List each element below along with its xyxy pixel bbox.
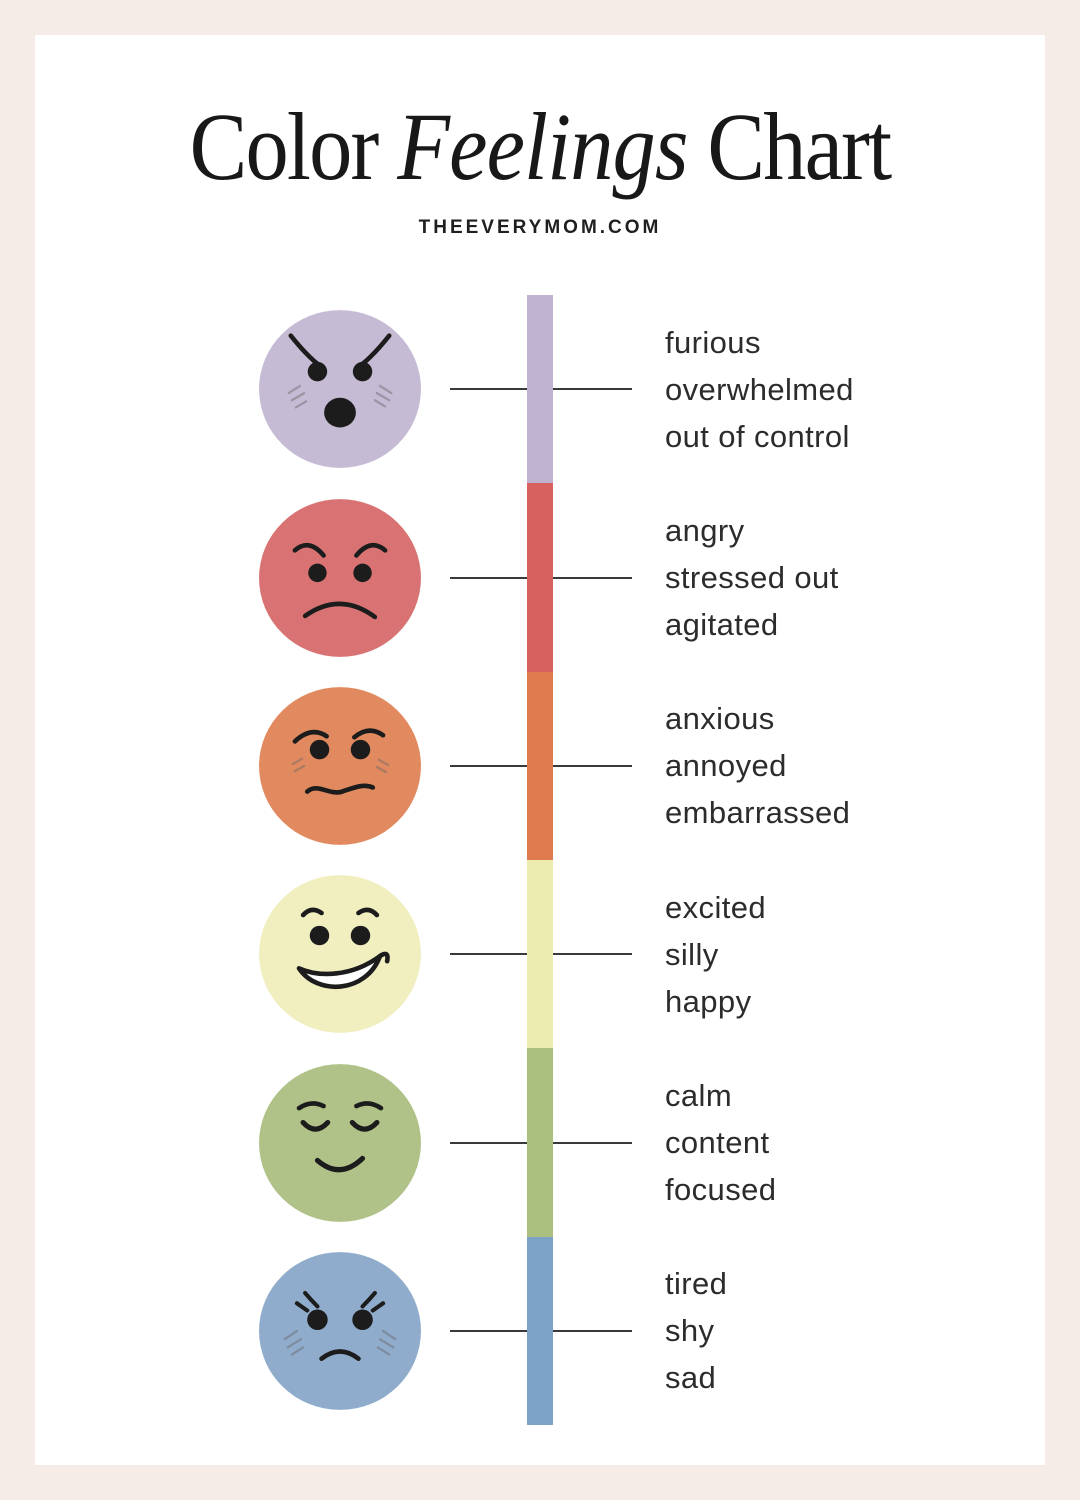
feeling-label: stressed out: [665, 560, 839, 595]
feeling-labels: furious overwhelmed out of control: [665, 319, 1055, 460]
feeling-label: angry: [665, 513, 745, 548]
feeling-label: sad: [665, 1360, 717, 1396]
feeling-label: happy: [665, 983, 752, 1019]
feeling-labels: anxious annoyed embarrassed: [665, 695, 1055, 836]
feeling-label: calm: [665, 1078, 733, 1113]
feeling-label: anxious: [665, 701, 775, 737]
scale-segment-orange: [527, 671, 553, 860]
scale-segment-red: [527, 483, 553, 672]
poster-page: Color Feelings Chart THEEVERYMOM.COM fur…: [35, 35, 1045, 1465]
feeling-label: furious: [665, 324, 761, 360]
color-scale-bar: [527, 295, 553, 1425]
title-word-color: Color: [189, 93, 380, 200]
title-word-chart: Chart: [707, 93, 892, 200]
feeling-labels: calm content focused: [665, 1072, 1055, 1213]
feeling-label: overwhelmed: [665, 371, 854, 407]
sad-face-icon: [259, 1251, 421, 1410]
scale-segment-purple: [527, 295, 553, 484]
grinning-face-icon: [259, 875, 421, 1034]
feeling-label: embarrassed: [665, 795, 851, 831]
scale-segment-blue: [527, 1236, 553, 1425]
feeling-label: annoyed: [665, 748, 787, 784]
furious-face-icon: [259, 310, 421, 469]
feeling-labels: excited silly happy: [665, 884, 1055, 1025]
feeling-label: silly: [665, 936, 719, 972]
scale-segment-yellow: [527, 859, 553, 1049]
feeling-label: shy: [665, 1313, 715, 1349]
feeling-label: tired: [665, 1266, 728, 1302]
site-credit: THEEVERYMOM.COM: [418, 217, 662, 238]
feeling-label: excited: [665, 889, 767, 925]
worried-face-icon: [259, 686, 421, 845]
feeling-label: out of control: [665, 418, 850, 454]
angry-face-icon: [259, 498, 421, 657]
title-word-feelings: Feelings: [397, 93, 688, 200]
content-face-icon: [259, 1063, 421, 1222]
feeling-label: content: [665, 1125, 770, 1160]
page-title: Color Feelings Chart: [86, 96, 995, 198]
feeling-label: agitated: [665, 607, 779, 642]
scale-segment-green: [527, 1048, 553, 1237]
feeling-label: focused: [665, 1172, 777, 1207]
feeling-labels: tired shy sad: [665, 1260, 1055, 1401]
feeling-labels: angry stressed out agitated: [665, 507, 1055, 648]
